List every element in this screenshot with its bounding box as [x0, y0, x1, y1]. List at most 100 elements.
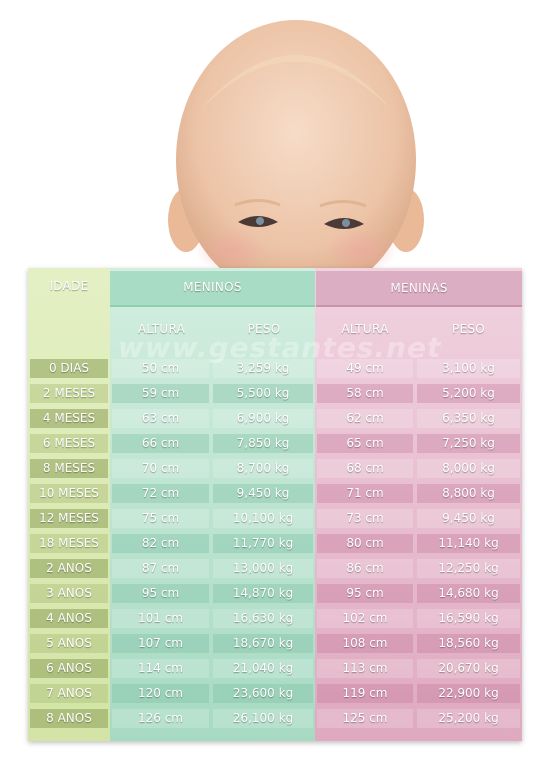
idade-cell: 8 ANOS	[30, 709, 108, 728]
girl-peso-cell: 3,100 kg	[417, 359, 520, 378]
boy-altura-cell: 120 cm	[112, 684, 209, 703]
girl-altura-cell: 102 cm	[317, 609, 413, 628]
girl-peso-cell: 20,670 kg	[417, 659, 520, 678]
boy-altura-cell: 70 cm	[112, 459, 209, 478]
boy-altura-cell: 95 cm	[112, 584, 209, 603]
boy-altura-cell: 114 cm	[112, 659, 209, 678]
girl-altura-cell: 58 cm	[317, 384, 413, 403]
table-row: 7 ANOS 120 cm 23,600 kg 119 cm 22,900 kg	[28, 681, 522, 706]
growth-table: IDADE MENINOS MENINAS ALTURA PESO ALTURA…	[28, 268, 522, 741]
boy-peso-cell: 6,900 kg	[213, 409, 313, 428]
boy-altura-cell: 126 cm	[112, 709, 209, 728]
girl-altura-cell: 108 cm	[317, 634, 413, 653]
boy-altura-cell: 87 cm	[112, 559, 209, 578]
girl-altura-cell: 95 cm	[317, 584, 413, 603]
girl-altura-cell: 119 cm	[317, 684, 413, 703]
girl-peso-cell: 9,450 kg	[417, 509, 520, 528]
idade-cell: 2 ANOS	[30, 559, 108, 578]
table-row: 10 MESES 72 cm 9,450 kg 71 cm 8,800 kg	[28, 481, 522, 506]
baby-photo	[0, 0, 551, 290]
table-row: 5 ANOS 107 cm 18,670 kg 108 cm 18,560 kg	[28, 631, 522, 656]
girl-altura-cell: 49 cm	[317, 359, 413, 378]
table-row: 6 ANOS 114 cm 21,040 kg 113 cm 20,670 kg	[28, 656, 522, 681]
table-row: 18 MESES 82 cm 11,770 kg 80 cm 11,140 kg	[28, 531, 522, 556]
boy-altura-cell: 63 cm	[112, 409, 209, 428]
girl-peso-cell: 12,250 kg	[417, 559, 520, 578]
boy-peso-cell: 26,100 kg	[213, 709, 313, 728]
boy-altura-cell: 50 cm	[112, 359, 209, 378]
boy-peso-cell: 9,450 kg	[213, 484, 313, 503]
table-row: 8 ANOS 126 cm 26,100 kg 125 cm 25,200 kg	[28, 706, 522, 731]
girl-peso-cell: 7,250 kg	[417, 434, 520, 453]
idade-cell: 0 DIAS	[30, 359, 108, 378]
meninos-header: MENINOS	[183, 280, 242, 294]
girl-altura-cell: 125 cm	[317, 709, 413, 728]
girl-altura-cell: 62 cm	[317, 409, 413, 428]
idade-cell: 8 MESES	[30, 459, 108, 478]
girls-column-bg	[315, 268, 522, 741]
boy-peso-cell: 7,850 kg	[213, 434, 313, 453]
boy-peso-cell: 8,700 kg	[213, 459, 313, 478]
boy-peso-cell: 16,630 kg	[213, 609, 313, 628]
idade-cell: 12 MESES	[30, 509, 108, 528]
idade-cell: 6 MESES	[30, 434, 108, 453]
table-row: 4 MESES 63 cm 6,900 kg 62 cm 6,350 kg	[28, 406, 522, 431]
boy-altura-cell: 82 cm	[112, 534, 209, 553]
girl-altura-cell: 65 cm	[317, 434, 413, 453]
table-row: 6 MESES 66 cm 7,850 kg 65 cm 7,250 kg	[28, 431, 522, 456]
idade-cell: 10 MESES	[30, 484, 108, 503]
girl-peso-cell: 5,200 kg	[417, 384, 520, 403]
meninas-header: MENINAS	[390, 281, 448, 295]
girl-peso-cell: 8,800 kg	[417, 484, 520, 503]
idade-cell: 4 ANOS	[30, 609, 108, 628]
boys-column-bg	[110, 268, 315, 741]
girls-altura-header: ALTURA	[341, 322, 389, 336]
boy-peso-cell: 5,500 kg	[213, 384, 313, 403]
boy-peso-cell: 21,040 kg	[213, 659, 313, 678]
boy-altura-cell: 59 cm	[112, 384, 209, 403]
boy-altura-cell: 66 cm	[112, 434, 209, 453]
girl-altura-cell: 68 cm	[317, 459, 413, 478]
girl-peso-cell: 22,900 kg	[417, 684, 520, 703]
boy-altura-cell: 72 cm	[112, 484, 209, 503]
idade-cell: 4 MESES	[30, 409, 108, 428]
girl-peso-cell: 25,200 kg	[417, 709, 520, 728]
table-row: 3 ANOS 95 cm 14,870 kg 95 cm 14,680 kg	[28, 581, 522, 606]
boy-peso-cell: 11,770 kg	[213, 534, 313, 553]
boy-peso-cell: 10,100 kg	[213, 509, 313, 528]
girl-peso-cell: 18,560 kg	[417, 634, 520, 653]
idade-cell: 7 ANOS	[30, 684, 108, 703]
table-row: 4 ANOS 101 cm 16,630 kg 102 cm 16,590 kg	[28, 606, 522, 631]
boys-header-band	[110, 271, 315, 307]
table-row: 12 MESES 75 cm 10,100 kg 73 cm 9,450 kg	[28, 506, 522, 531]
idade-cell: 6 ANOS	[30, 659, 108, 678]
idade-cell: 3 ANOS	[30, 584, 108, 603]
girl-altura-cell: 113 cm	[317, 659, 413, 678]
boy-peso-cell: 14,870 kg	[213, 584, 313, 603]
idade-cell: 2 MESES	[30, 384, 108, 403]
girl-peso-cell: 6,350 kg	[417, 409, 520, 428]
boy-peso-cell: 13,000 kg	[213, 559, 313, 578]
girl-peso-cell: 8,000 kg	[417, 459, 520, 478]
girl-peso-cell: 16,590 kg	[417, 609, 520, 628]
girls-header-band	[316, 271, 522, 307]
table-row: 0 DIAS 50 cm 3,259 kg 49 cm 3,100 kg	[28, 356, 522, 381]
boy-altura-cell: 107 cm	[112, 634, 209, 653]
girl-altura-cell: 80 cm	[317, 534, 413, 553]
girl-peso-cell: 11,140 kg	[417, 534, 520, 553]
boys-altura-header: ALTURA	[137, 322, 186, 336]
table-row: 8 MESES 70 cm 8,700 kg 68 cm 8,000 kg	[28, 456, 522, 481]
idade-cell: 18 MESES	[30, 534, 108, 553]
idade-header: IDADE	[49, 279, 89, 293]
girl-altura-cell: 86 cm	[317, 559, 413, 578]
idade-cell: 5 ANOS	[30, 634, 108, 653]
girl-altura-cell: 73 cm	[317, 509, 413, 528]
watermark: www.gestantes.net	[118, 331, 442, 364]
girl-altura-cell: 71 cm	[317, 484, 413, 503]
boy-peso-cell: 3,259 kg	[213, 359, 313, 378]
boy-peso-cell: 23,600 kg	[213, 684, 313, 703]
girls-peso-header: PESO	[451, 322, 486, 336]
boy-altura-cell: 101 cm	[112, 609, 209, 628]
table-row: 2 MESES 59 cm 5,500 kg 58 cm 5,200 kg	[28, 381, 522, 406]
table-row: 2 ANOS 87 cm 13,000 kg 86 cm 12,250 kg	[28, 556, 522, 581]
